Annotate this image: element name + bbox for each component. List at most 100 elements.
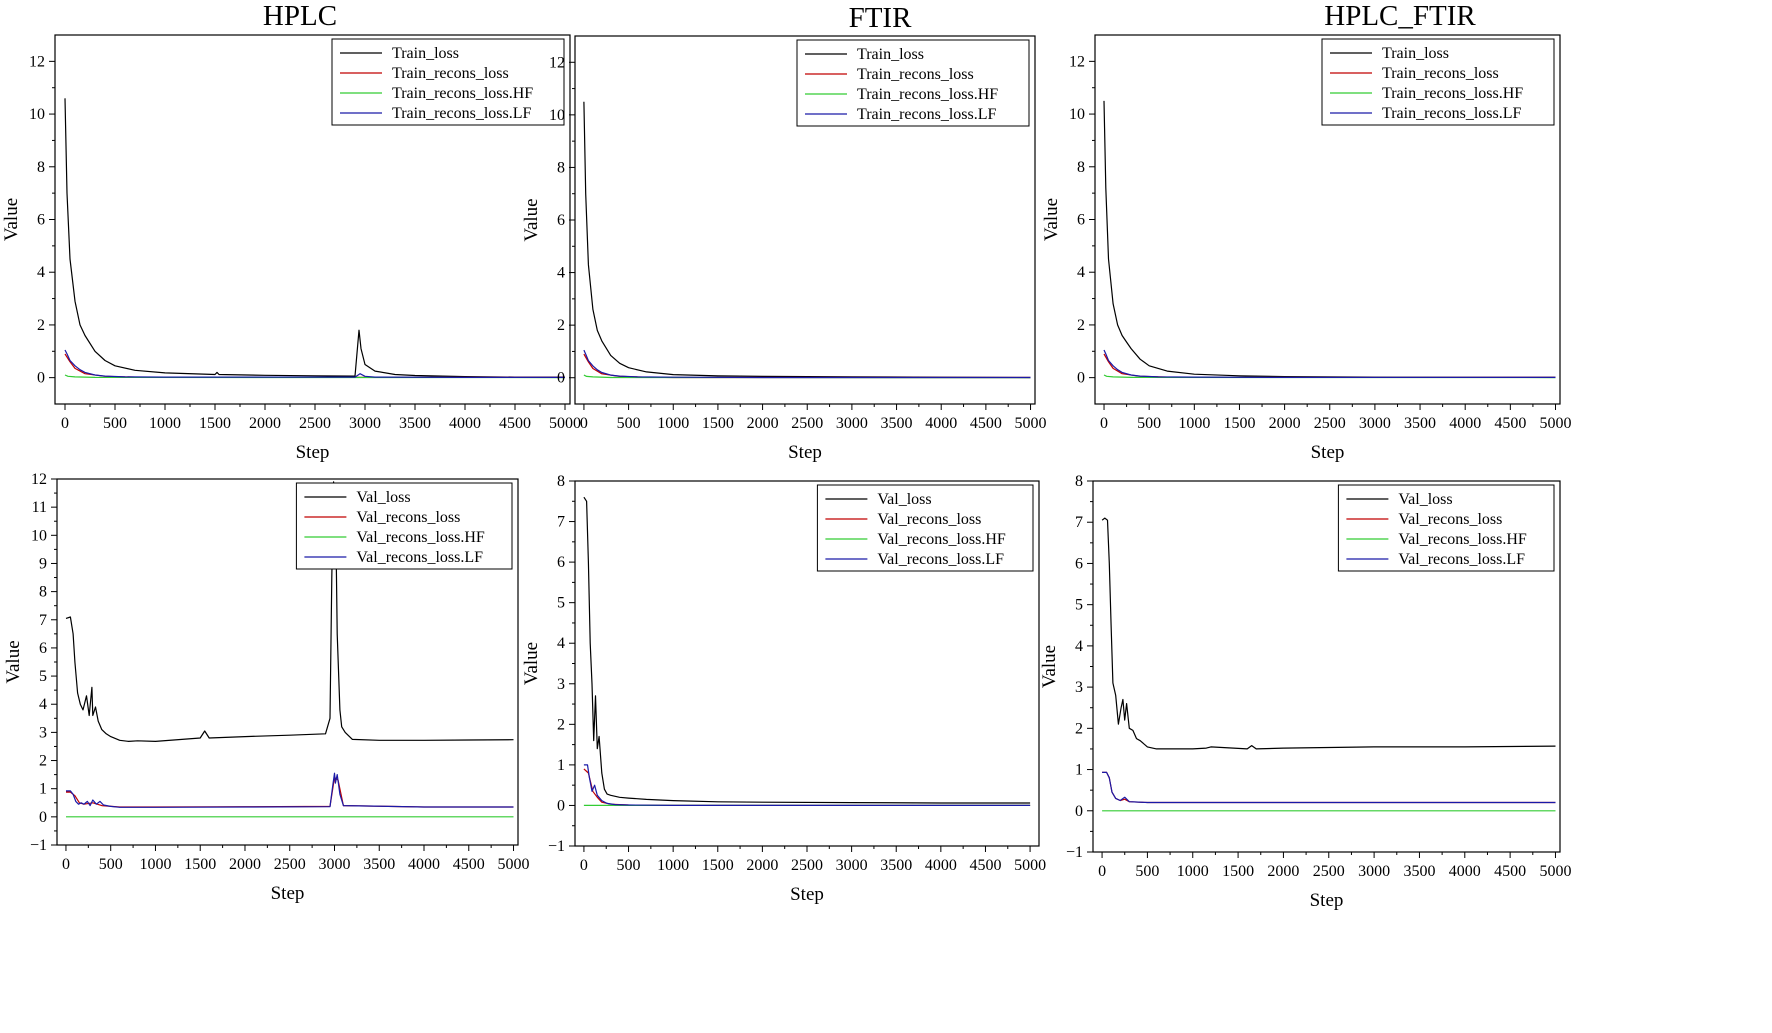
x-tick-label: 2000: [1267, 863, 1299, 880]
x-tick-label: 3000: [318, 856, 350, 873]
x-tick-label: 2000: [1269, 415, 1301, 432]
legend-label: Val_loss: [356, 489, 410, 506]
y-tick-label: 2: [557, 317, 565, 334]
y-tick-label: 6: [39, 640, 47, 657]
x-tick-label: 3500: [1403, 863, 1435, 880]
x-tick-label: 1500: [1223, 415, 1255, 432]
y-tick-label: 4: [1075, 638, 1083, 655]
series-line-val-loss: [583, 496, 1031, 804]
y-tick-label: 3: [39, 724, 47, 741]
y-tick-label: 6: [1075, 555, 1083, 572]
legend-label: Val_loss: [1398, 491, 1452, 508]
x-tick-label: 0: [1098, 863, 1106, 880]
x-tick-label: 2000: [249, 415, 281, 432]
y-tick-label: 1: [39, 781, 47, 798]
x-tick-label: 1500: [1222, 863, 1254, 880]
legend-label: Val_recons_loss: [1398, 511, 1502, 528]
y-axis-label: Value: [521, 198, 542, 241]
y-tick-label: 0: [37, 370, 45, 387]
y-tick-label: 6: [37, 212, 45, 229]
legend-label: Train_recons_loss: [1382, 65, 1499, 82]
x-axis-label: Step: [1310, 890, 1344, 911]
x-tick-label: 5000: [1539, 863, 1571, 880]
y-tick-label: 3: [557, 676, 565, 693]
x-tick-label: 1000: [1178, 415, 1210, 432]
y-tick-label: 0: [1077, 370, 1085, 387]
y-axis-label: Value: [3, 640, 24, 683]
x-tick-label: 3000: [836, 857, 868, 874]
x-axis-label: Step: [790, 884, 824, 905]
x-tick-label: 2500: [791, 857, 823, 874]
y-tick-label: 1: [1075, 762, 1083, 779]
y-tick-label: 12: [29, 53, 45, 70]
x-tick-label: 3000: [1358, 863, 1390, 880]
y-tick-label: 4: [1077, 264, 1085, 281]
legend-label: Train_recons_loss: [392, 65, 509, 82]
x-tick-label: 2500: [1314, 415, 1346, 432]
y-tick-label: 1: [557, 757, 565, 774]
x-tick-label: 2500: [1313, 863, 1345, 880]
x-tick-label: 2000: [229, 856, 261, 873]
legend-label: Train_recons_loss.LF: [392, 105, 532, 122]
y-tick-label: −1: [30, 837, 47, 854]
series-line-val-loss: [65, 481, 514, 743]
y-tick-label: 2: [37, 317, 45, 334]
series-line-val-loss: [1101, 517, 1556, 750]
x-tick-label: 2000: [747, 415, 779, 432]
y-tick-label: 8: [557, 473, 565, 490]
x-tick-label: 5000: [498, 856, 530, 873]
x-tick-label: 2500: [274, 856, 306, 873]
x-tick-label: 4000: [408, 856, 440, 873]
legend-label: Val_recons_loss.LF: [877, 551, 1004, 568]
x-tick-label: 5000: [1539, 415, 1571, 432]
y-tick-label: 2: [557, 716, 565, 733]
legend-label: Val_recons_loss.LF: [356, 549, 483, 566]
y-tick-label: 7: [557, 514, 565, 531]
x-tick-label: 5000: [1015, 415, 1047, 432]
x-tick-label: 500: [1135, 863, 1159, 880]
series-line-train-loss: [1103, 100, 1556, 378]
x-axis-label: Step: [271, 883, 305, 904]
series-line-train-loss: [583, 101, 1031, 379]
y-tick-label: 6: [1077, 212, 1085, 229]
y-tick-label: 7: [39, 612, 47, 629]
x-tick-label: 4500: [1494, 863, 1526, 880]
series-line-val-recons-loss: [1102, 771, 1556, 804]
legend-label: Val_recons_loss.LF: [1398, 551, 1525, 568]
legend-label: Train_recons_loss: [857, 66, 974, 83]
x-tick-label: 500: [99, 856, 123, 873]
y-tick-label: 12: [1069, 53, 1085, 70]
y-tick-label: 0: [557, 797, 565, 814]
x-tick-label: 1000: [149, 415, 181, 432]
legend-label: Train_recons_loss.HF: [857, 86, 998, 103]
x-tick-label: 5000: [1014, 857, 1046, 874]
series-line-val-recons-loss-lf: [583, 764, 1031, 807]
x-axis-label: Step: [788, 442, 822, 463]
legend-label: Train_recons_loss.HF: [1382, 85, 1523, 102]
y-tick-label: 0: [557, 370, 565, 387]
column-title-ftir: FTIR: [848, 2, 912, 34]
y-tick-label: −1: [548, 838, 565, 855]
legend-label: Val_recons_loss.HF: [1398, 531, 1527, 548]
series-line-train-loss: [64, 98, 565, 378]
x-tick-label: 500: [617, 857, 641, 874]
x-tick-label: 0: [580, 415, 588, 432]
x-tick-label: 1500: [702, 857, 734, 874]
x-tick-label: 3500: [880, 857, 912, 874]
y-tick-label: 6: [557, 212, 565, 229]
x-tick-label: 3000: [1359, 415, 1391, 432]
y-tick-label: 10: [1069, 106, 1085, 123]
x-tick-label: 2500: [299, 415, 331, 432]
y-tick-label: 2: [1077, 317, 1085, 334]
y-axis-label: Value: [1039, 645, 1060, 688]
x-tick-label: 3000: [349, 415, 381, 432]
y-tick-label: 4: [37, 264, 45, 281]
y-tick-label: 5: [557, 595, 565, 612]
legend-label: Train_loss: [1382, 45, 1449, 62]
x-tick-label: 1500: [199, 415, 231, 432]
